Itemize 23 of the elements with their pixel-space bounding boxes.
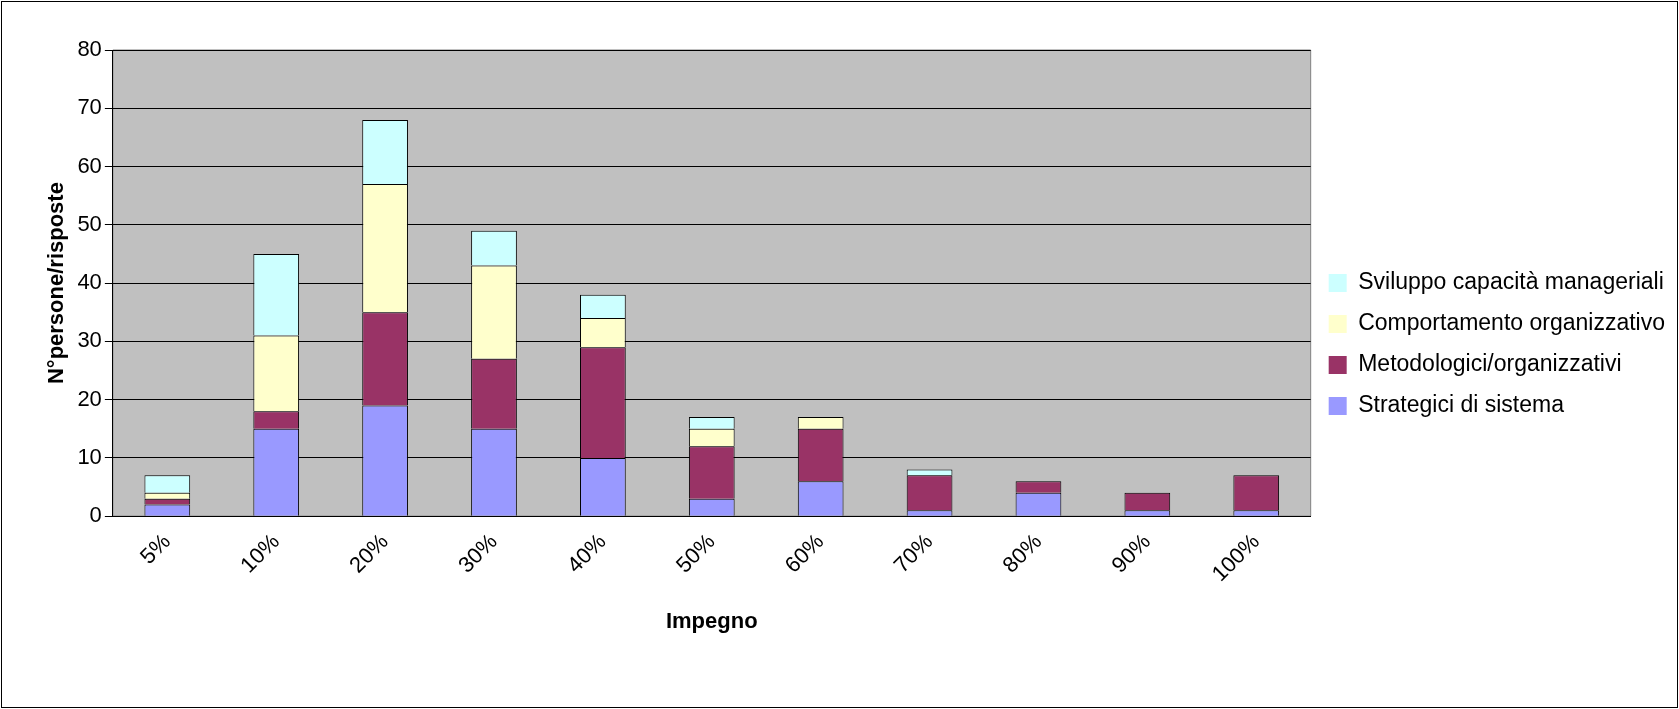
x-tick-label: 50%: [670, 528, 720, 578]
y-axis-title: N°persone/risposte: [43, 182, 69, 385]
y-tick-label: 40: [77, 269, 102, 295]
legend-label: Strategici di sistema: [1358, 391, 1565, 418]
y-tick-label: 70: [77, 94, 102, 120]
x-tick-label: 30%: [452, 528, 502, 578]
y-tick-label: 60: [77, 152, 102, 178]
legend-label: Metodologici/organizzativi: [1358, 350, 1622, 377]
y-tick-label: 80: [77, 36, 102, 62]
x-tick-label: 40%: [561, 528, 611, 578]
x-tick-label: 70%: [888, 528, 938, 578]
y-tick-label: 20: [77, 385, 102, 411]
y-tick-label: 0: [89, 502, 102, 528]
y-tick-label: 10: [77, 443, 102, 469]
x-tick-label: 60%: [779, 528, 829, 578]
x-axis-title: Impegno: [665, 607, 758, 633]
legend-label: Sviluppo capacità manageriali: [1358, 268, 1664, 295]
legend-label: Comportamento organizzativo: [1358, 309, 1666, 336]
x-tick-label: 5%: [134, 528, 176, 569]
y-tick-label: 30: [77, 327, 102, 353]
x-tick-label: 80%: [997, 528, 1047, 578]
x-tick-label: 90%: [1106, 528, 1156, 578]
y-tick-label: 50: [77, 210, 102, 236]
